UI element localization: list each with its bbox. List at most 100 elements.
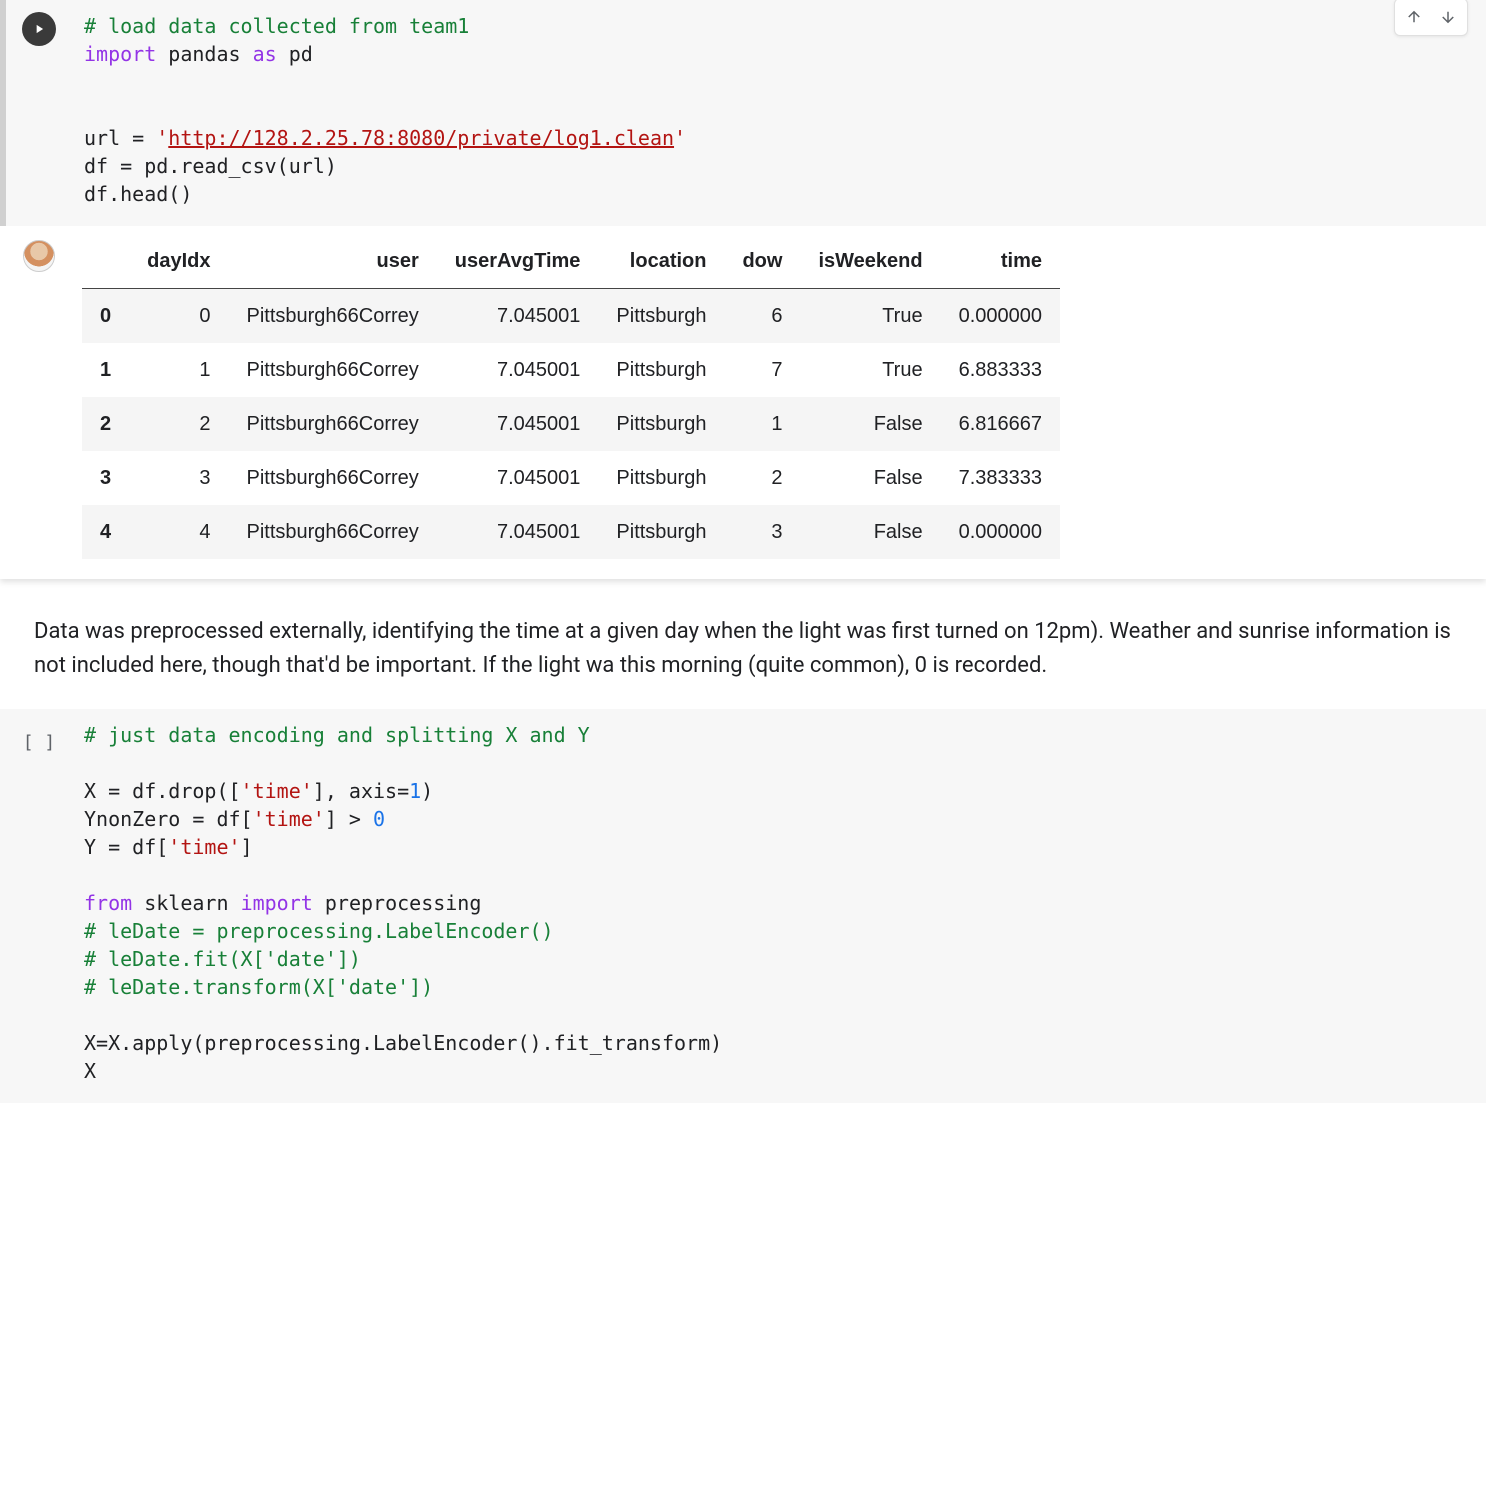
col-header: time bbox=[941, 234, 1060, 289]
table-cell: Pittsburgh66Correy bbox=[228, 343, 436, 397]
code-kw: as bbox=[253, 42, 277, 66]
table-cell: Pittsburgh bbox=[598, 397, 724, 451]
code-text: X=X.apply(preprocessing.LabelEncoder().f… bbox=[84, 1031, 722, 1055]
code-str: ' bbox=[674, 126, 686, 150]
col-header: user bbox=[228, 234, 436, 289]
col-header bbox=[82, 234, 129, 289]
table-row: 44Pittsburgh66Correy7.045001Pittsburgh3F… bbox=[82, 505, 1060, 559]
table-cell: 3 bbox=[724, 505, 800, 559]
table-cell: 7.383333 bbox=[941, 451, 1060, 505]
col-header: location bbox=[598, 234, 724, 289]
table-cell: Pittsburgh bbox=[598, 343, 724, 397]
code-cell-1: # load data collected from team1 import … bbox=[0, 0, 1486, 226]
col-header: dow bbox=[724, 234, 800, 289]
table-cell: 0.000000 bbox=[941, 289, 1060, 344]
row-index: 2 bbox=[82, 397, 129, 451]
header-row: dayIdx user userAvgTime location dow isW… bbox=[82, 234, 1060, 289]
table-row: 22Pittsburgh66Correy7.045001Pittsburgh1F… bbox=[82, 397, 1060, 451]
table-row: 33Pittsburgh66Correy7.045001Pittsburgh2F… bbox=[82, 451, 1060, 505]
table-body: 00Pittsburgh66Correy7.045001Pittsburgh6T… bbox=[82, 289, 1060, 560]
table-cell: 6.883333 bbox=[941, 343, 1060, 397]
table-cell: True bbox=[800, 289, 940, 344]
code-editor-1[interactable]: # load data collected from team1 import … bbox=[78, 0, 1486, 226]
cell-gutter bbox=[0, 0, 78, 226]
cell-toolbar bbox=[1394, 0, 1468, 36]
code-str: 'time' bbox=[168, 835, 240, 859]
output-gutter bbox=[0, 226, 78, 579]
code-editor-2[interactable]: # just data encoding and splitting X and… bbox=[78, 709, 1486, 1103]
code-text: ] bbox=[241, 835, 253, 859]
table-cell: Pittsburgh66Correy bbox=[228, 451, 436, 505]
table-cell: 0 bbox=[129, 289, 228, 344]
table-row: 00Pittsburgh66Correy7.045001Pittsburgh6T… bbox=[82, 289, 1060, 344]
row-index: 4 bbox=[82, 505, 129, 559]
table-cell: False bbox=[800, 505, 940, 559]
row-index: 1 bbox=[82, 343, 129, 397]
code-text: pandas bbox=[168, 42, 240, 66]
code-num: 0 bbox=[373, 807, 385, 831]
code-str: ' bbox=[156, 126, 168, 150]
output-body: dayIdx user userAvgTime location dow isW… bbox=[78, 226, 1486, 579]
col-header: userAvgTime bbox=[437, 234, 599, 289]
table-cell: 6.816667 bbox=[941, 397, 1060, 451]
code-text: X = df.drop([ bbox=[84, 779, 241, 803]
code-text: preprocessing bbox=[325, 891, 482, 915]
code-text: pd bbox=[289, 42, 313, 66]
code-num: 1 bbox=[409, 779, 421, 803]
table-cell: Pittsburgh66Correy bbox=[228, 397, 436, 451]
code-comment: # leDate = preprocessing.LabelEncoder() bbox=[84, 919, 554, 943]
code-text: sklearn bbox=[144, 891, 228, 915]
code-cell-2: [ ] # just data encoding and splitting X… bbox=[0, 709, 1486, 1103]
play-icon bbox=[32, 22, 46, 36]
markdown-cell[interactable]: Data was preprocessed externally, identi… bbox=[0, 607, 1486, 709]
row-index: 3 bbox=[82, 451, 129, 505]
table-cell: 0.000000 bbox=[941, 505, 1060, 559]
avatar[interactable] bbox=[23, 240, 55, 272]
col-header: isWeekend bbox=[800, 234, 940, 289]
table-cell: Pittsburgh bbox=[598, 451, 724, 505]
code-text: YnonZero = df[ bbox=[84, 807, 253, 831]
table-cell: False bbox=[800, 451, 940, 505]
row-index: 0 bbox=[82, 289, 129, 344]
table-cell: Pittsburgh bbox=[598, 505, 724, 559]
code-str: 'time' bbox=[241, 779, 313, 803]
code-kw: import bbox=[241, 891, 313, 915]
code-text: df.head() bbox=[84, 182, 192, 206]
table-cell: 7.045001 bbox=[437, 343, 599, 397]
table-cell: True bbox=[800, 343, 940, 397]
table-row: 11Pittsburgh66Correy7.045001Pittsburgh7T… bbox=[82, 343, 1060, 397]
table-cell: 3 bbox=[129, 451, 228, 505]
code-comment: # leDate.fit(X['date']) bbox=[84, 947, 361, 971]
table-cell: 6 bbox=[724, 289, 800, 344]
table-cell: 7.045001 bbox=[437, 289, 599, 344]
col-header: dayIdx bbox=[129, 234, 228, 289]
code-text: df = pd.read_csv(url) bbox=[84, 154, 337, 178]
table-cell: 7.045001 bbox=[437, 397, 599, 451]
table-cell: 2 bbox=[724, 451, 800, 505]
table-cell: 1 bbox=[724, 397, 800, 451]
table-head: dayIdx user userAvgTime location dow isW… bbox=[82, 234, 1060, 289]
move-down-button[interactable] bbox=[1433, 3, 1463, 31]
arrow-up-icon bbox=[1405, 8, 1423, 26]
code-text: ) bbox=[421, 779, 433, 803]
code-text: Y = df[ bbox=[84, 835, 168, 859]
code-text: url = bbox=[84, 126, 156, 150]
gutter-bar bbox=[0, 0, 6, 226]
table-cell: 2 bbox=[129, 397, 228, 451]
exec-count[interactable]: [ ] bbox=[23, 719, 56, 756]
run-button[interactable] bbox=[22, 12, 56, 46]
code-comment: # load data collected from team1 bbox=[84, 14, 469, 38]
code-url[interactable]: http://128.2.25.78:8080/private/log1.cle… bbox=[168, 126, 674, 150]
table-cell: 7.045001 bbox=[437, 505, 599, 559]
table-cell: 7 bbox=[724, 343, 800, 397]
cell-gutter: [ ] bbox=[0, 709, 78, 1103]
output-cell-1: dayIdx user userAvgTime location dow isW… bbox=[0, 226, 1486, 579]
code-str: 'time' bbox=[253, 807, 325, 831]
code-text: ] > bbox=[325, 807, 373, 831]
notebook: # load data collected from team1 import … bbox=[0, 0, 1486, 1103]
code-comment: # just data encoding and splitting X and… bbox=[84, 723, 590, 747]
move-up-button[interactable] bbox=[1399, 3, 1429, 31]
table-cell: Pittsburgh66Correy bbox=[228, 505, 436, 559]
table-cell: False bbox=[800, 397, 940, 451]
code-text: X bbox=[84, 1059, 96, 1083]
